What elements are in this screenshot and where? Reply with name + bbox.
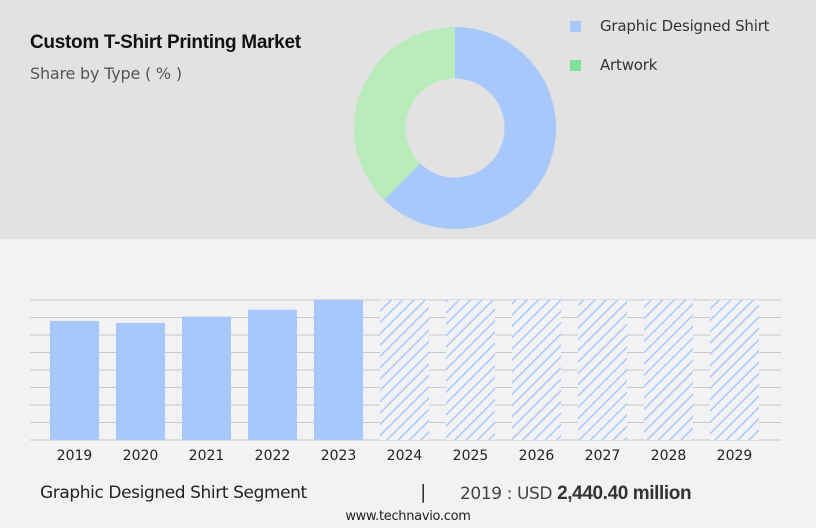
source-url: www.technavio.com: [345, 509, 471, 524]
forecast-bar-2027: [578, 300, 627, 440]
x-axis-label: 2021: [189, 448, 225, 464]
value-prefix: 2019 : USD: [460, 484, 558, 504]
donut-chart: [354, 27, 556, 229]
bar-2022: [248, 309, 297, 440]
legend-label: Artwork: [600, 56, 658, 74]
x-axis-label: 2024: [387, 448, 423, 464]
x-axis-label: 2020: [123, 448, 159, 464]
forecast-bar-2025: [446, 300, 495, 440]
forecast-bar-2028: [644, 300, 693, 440]
bars: [50, 300, 759, 440]
legend-item-artwork: Artwork: [570, 56, 657, 74]
x-axis-label: 2029: [717, 448, 753, 464]
value-amount: 2,440.40 million: [557, 483, 692, 504]
x-axis-label: 2019: [57, 448, 93, 464]
x-axis-label: 2022: [255, 448, 291, 464]
legend-swatch-blue: [570, 20, 581, 32]
footer-separator: |: [420, 481, 427, 503]
bar-2020: [116, 322, 165, 440]
legend-swatch-green: [570, 59, 581, 71]
bar-2019: [50, 320, 99, 440]
x-axis-label: 2023: [321, 448, 357, 464]
segment-label: Graphic Designed Shirt Segment: [40, 483, 307, 503]
bar-chart: 2019 2020 2021 2022 2023 2024 2025 2026 2027 2028…: [30, 299, 781, 464]
x-axis-label: 2025: [453, 448, 489, 464]
forecast-bar-2029: [710, 300, 759, 440]
segment-value: 2019 : USD 2,440.40 million: [460, 483, 692, 505]
x-axis-label: 2028: [651, 448, 687, 464]
donut-slice-artwork: [354, 27, 455, 200]
forecast-bar-2026: [512, 300, 561, 440]
x-axis-labels: 2019 2020 2021 2022 2023 2024 2025 2026 2027 2028…: [57, 448, 753, 464]
bar-2021: [182, 316, 231, 440]
chart-title: Custom T-Shirt Printing Market: [30, 32, 301, 53]
bar-2023: [314, 300, 363, 440]
share-by-type-panel: Custom T-Shirt Printing Market Share by …: [0, 0, 816, 239]
chart-subtitle: Share by Type ( % ): [30, 64, 182, 83]
x-axis-label: 2026: [519, 448, 555, 464]
forecast-bar-2024: [380, 300, 429, 440]
donut-slice-graphic-designed-shirt: [384, 27, 556, 229]
legend-item-graphic-designed-shirt: Graphic Designed Shirt: [570, 17, 770, 35]
x-axis-label: 2027: [585, 448, 621, 464]
legend-label: Graphic Designed Shirt: [600, 17, 770, 35]
